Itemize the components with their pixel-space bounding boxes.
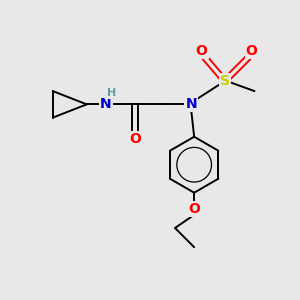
Text: N: N: [185, 98, 197, 111]
Text: O: O: [196, 44, 208, 58]
Text: O: O: [129, 132, 141, 146]
Text: O: O: [188, 202, 200, 216]
Text: O: O: [246, 44, 257, 58]
Text: N: N: [100, 98, 112, 111]
Text: S: S: [220, 74, 230, 88]
Text: H: H: [106, 88, 116, 98]
